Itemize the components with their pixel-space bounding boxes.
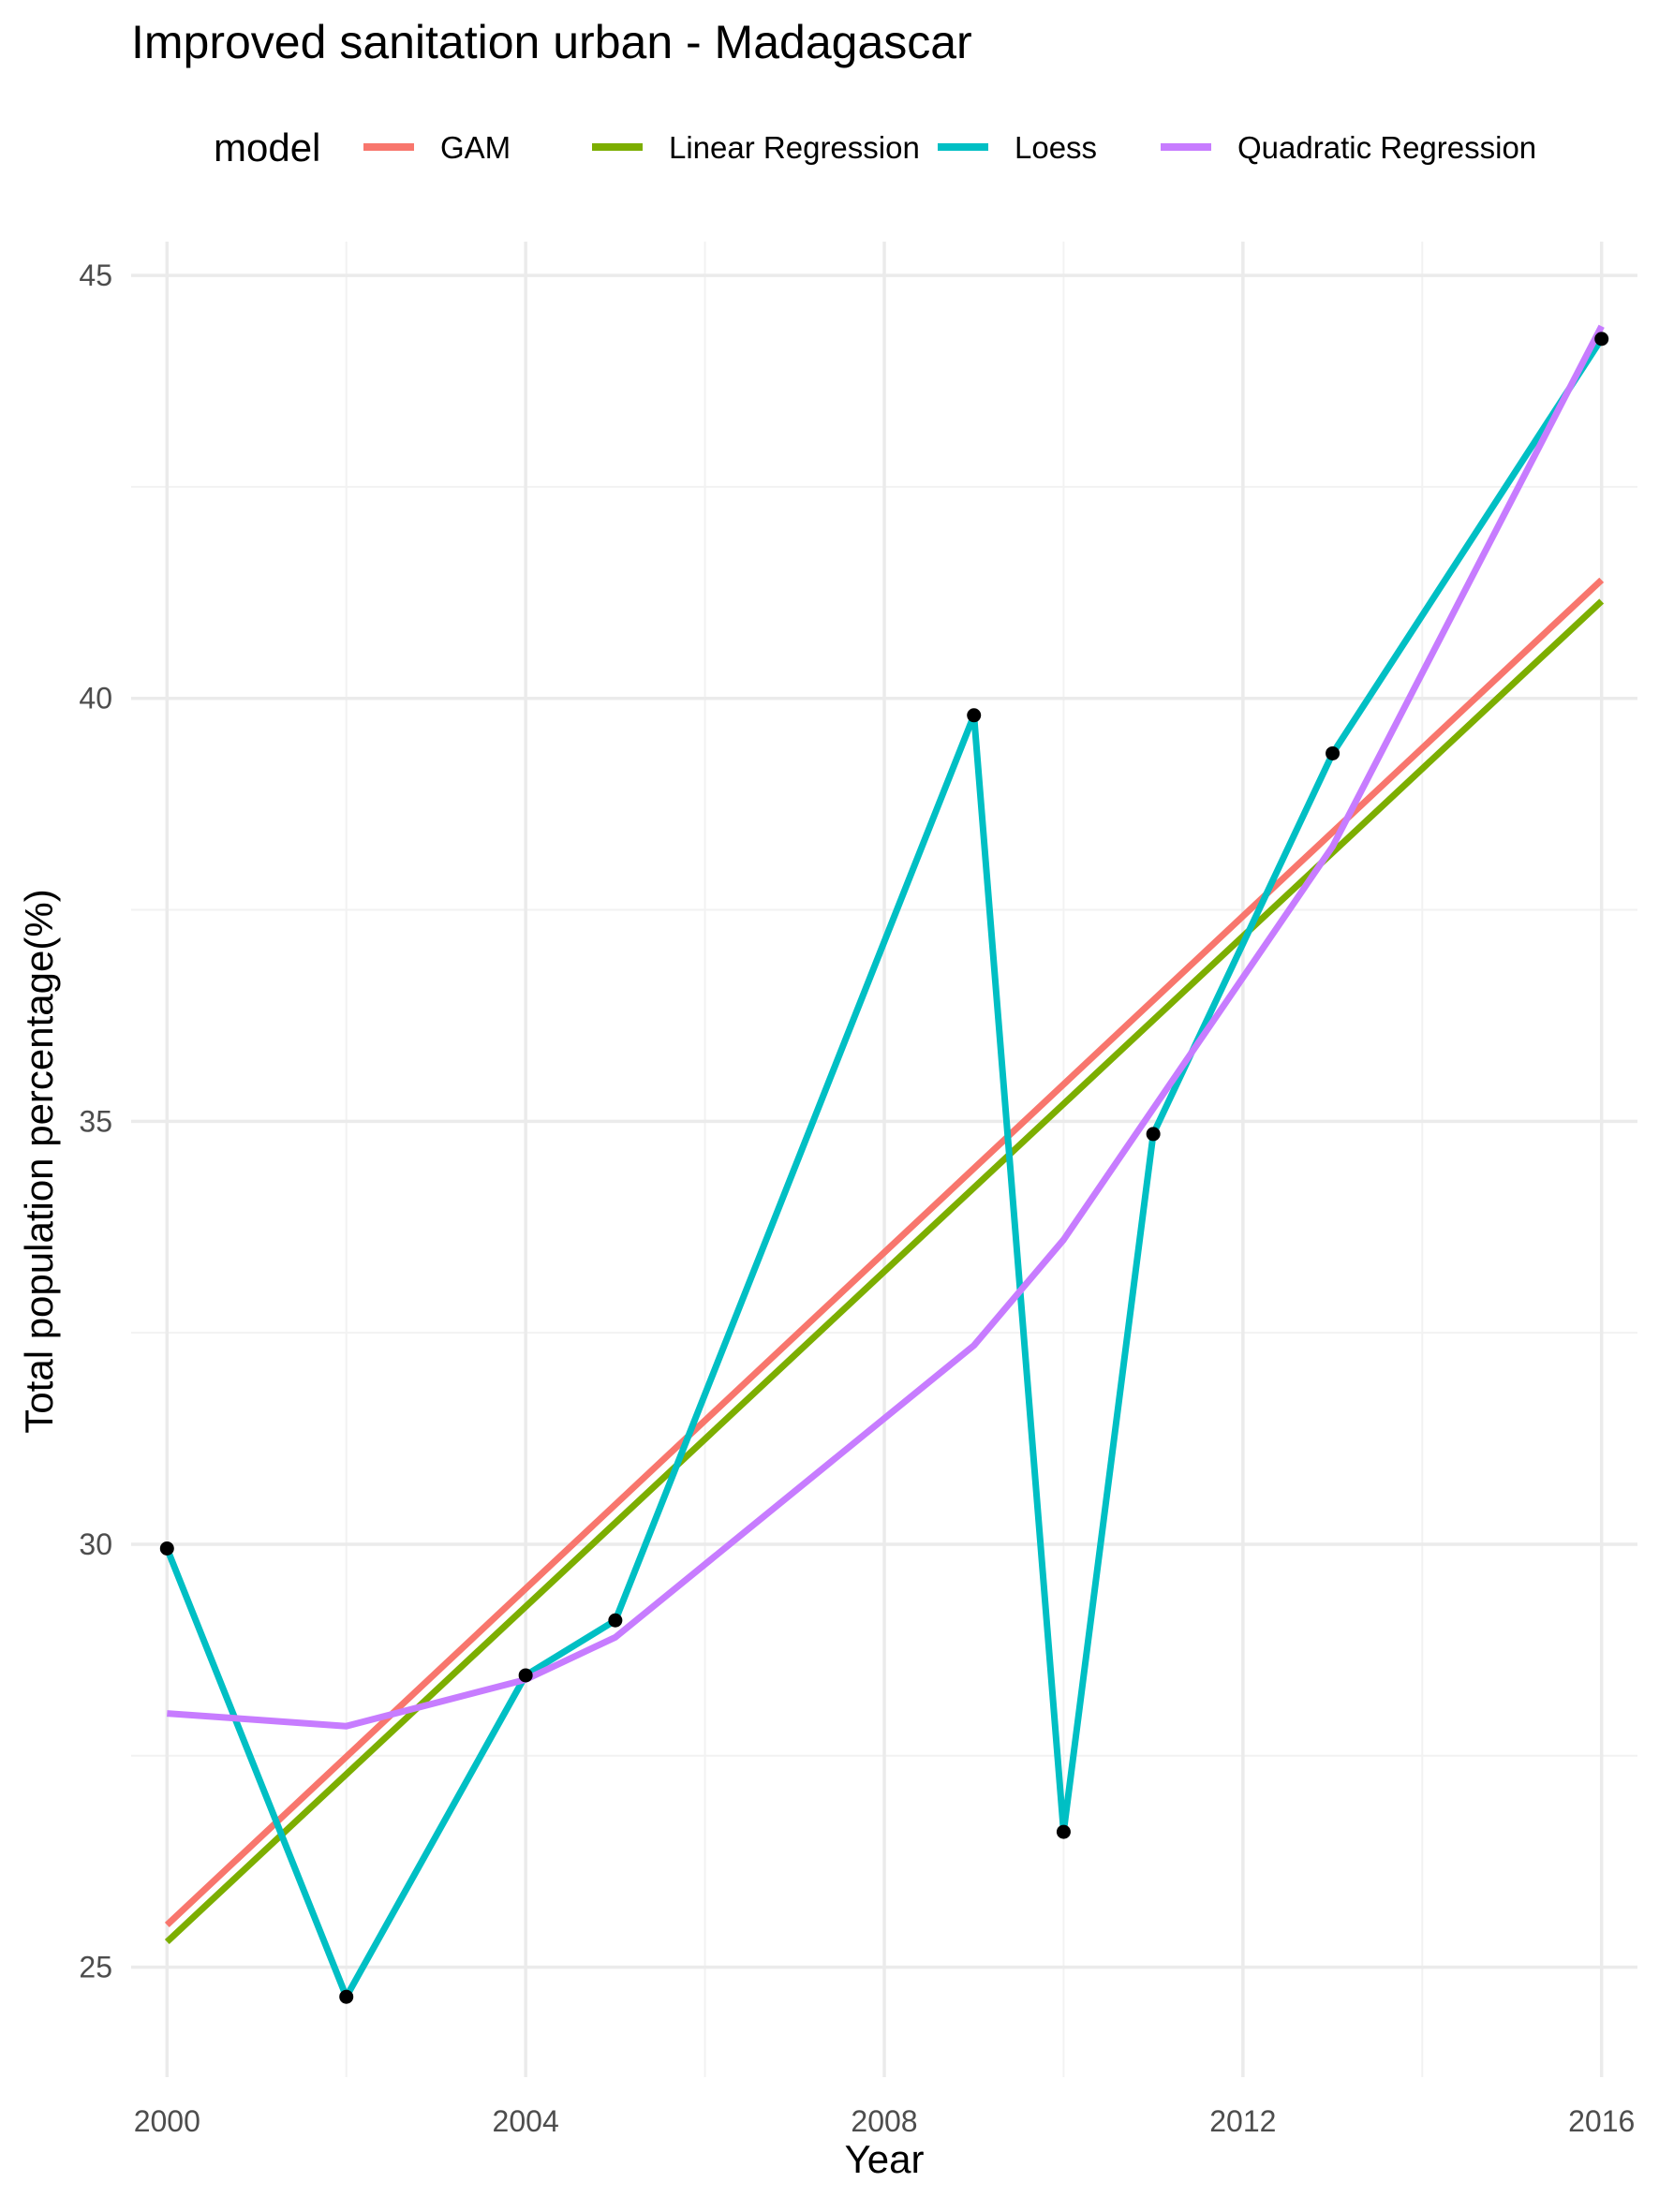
legend: model GAM Linear Regression Loess Quadratic…: [214, 125, 1536, 170]
y-axis-ticks: 25 30 35 40 45: [79, 258, 112, 1983]
y-tick-label: 30: [79, 1527, 112, 1561]
data-point: [159, 1541, 174, 1556]
data-point: [967, 708, 982, 723]
data-point: [1056, 1824, 1071, 1839]
x-axis-label: Year: [845, 2137, 925, 2181]
legend-label-quadratic-regression: Quadratic Regression: [1237, 130, 1536, 165]
data-point: [608, 1613, 623, 1628]
series-line-quadratic-regression: [167, 324, 1605, 1730]
x-tick-label: 2012: [1209, 2104, 1276, 2138]
data-point: [1326, 745, 1341, 760]
series-line-linear-regression: [164, 598, 1605, 1945]
chart-title: Improved sanitation urban - Madagascar: [131, 16, 972, 68]
x-tick-label: 2008: [851, 2104, 917, 2138]
y-tick-label: 35: [79, 1104, 112, 1138]
y-tick-label: 40: [79, 682, 112, 715]
points-layer: [159, 332, 1609, 2004]
x-tick-label: 2000: [134, 2104, 200, 2138]
legend-label-gam: GAM: [440, 130, 511, 165]
series-line-gam: [164, 577, 1605, 1927]
data-point: [1146, 1127, 1161, 1142]
data-point: [518, 1668, 533, 1683]
legend-label-linear-regression: Linear Regression: [669, 130, 920, 165]
x-tick-label: 2004: [493, 2104, 559, 2138]
x-axis-ticks: 2000 2004 2008 2012 2016: [134, 2104, 1636, 2138]
legend-title: model: [214, 125, 320, 170]
y-tick-label: 25: [79, 1951, 112, 1984]
grid: [131, 242, 1637, 2077]
legend-label-loess: Loess: [1015, 130, 1097, 165]
y-tick-label: 45: [79, 258, 112, 292]
data-point: [1594, 332, 1609, 347]
x-tick-label: 2016: [1568, 2104, 1635, 2138]
data-point: [339, 1989, 354, 2004]
y-axis-label: Total population percentage(%): [17, 889, 61, 1433]
